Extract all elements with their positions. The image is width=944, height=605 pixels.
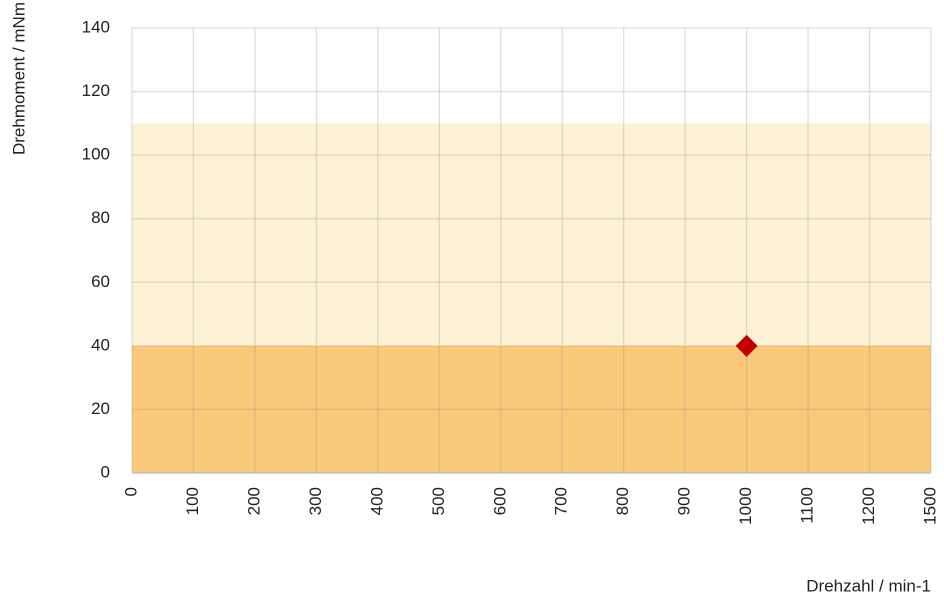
x-tick-label: 600 <box>490 487 509 515</box>
y-tick-label: 60 <box>91 272 110 291</box>
y-tick-label: 40 <box>91 335 110 354</box>
x-tick-label: 1000 <box>736 487 755 525</box>
y-tick-label: 140 <box>82 17 110 36</box>
x-tick-label: 800 <box>613 487 632 515</box>
x-axis-title: Drehzahl / min-1 <box>806 576 931 595</box>
y-tick-label: 80 <box>91 208 110 227</box>
x-tick-label: 300 <box>306 487 325 515</box>
y-tick-label: 120 <box>82 81 110 100</box>
x-tick-label: 700 <box>552 487 571 515</box>
x-tick-label: 200 <box>244 487 263 515</box>
x-tick-label: 1100 <box>798 487 817 524</box>
x-tick-label: 400 <box>367 487 386 515</box>
y-tick-label: 100 <box>82 145 110 164</box>
area <box>132 345 931 473</box>
marker <box>735 334 758 357</box>
x-tick-label: 0 <box>121 487 140 496</box>
y-axis-title: Drehmoment / mNm <box>9 2 28 155</box>
y-tick-label: 20 <box>91 399 110 418</box>
y-tick-label: 0 <box>101 462 110 481</box>
x-tick-label: 1500 <box>920 487 939 525</box>
x-tick-label: 500 <box>429 487 448 515</box>
x-tick-label: 900 <box>675 487 694 515</box>
x-tick-label: 1200 <box>859 487 878 525</box>
x-tick-label: 100 <box>183 487 202 515</box>
